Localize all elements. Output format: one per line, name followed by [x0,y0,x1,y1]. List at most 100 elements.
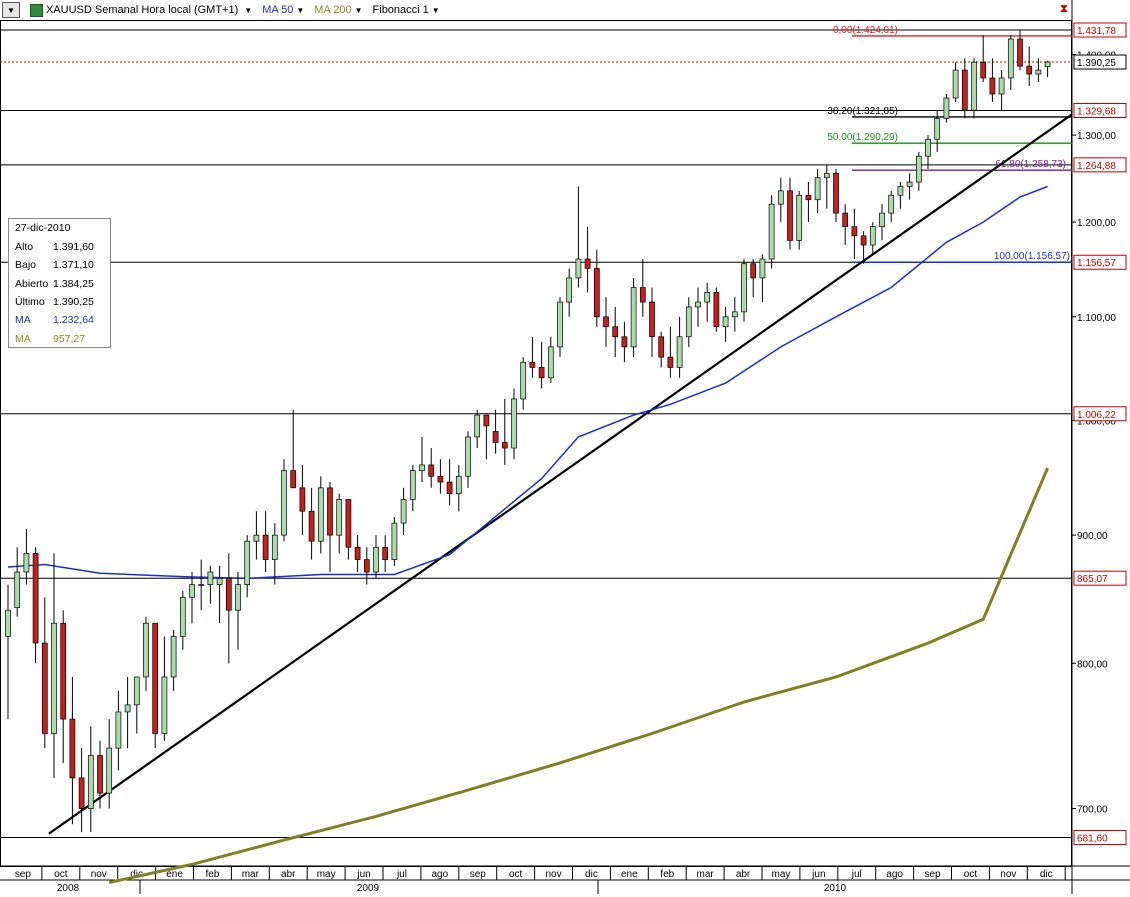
price-tick-label: 1.200,00 [1077,218,1116,229]
candle [667,326,674,378]
month-label: nov [545,869,561,880]
candle-down [501,442,508,449]
candle-up [271,534,278,560]
candle-down [382,546,389,560]
candle-up [952,69,959,99]
indicator-ma50[interactable]: MA 50 ▼ [262,4,304,16]
indicator-ma200[interactable]: MA 200 ▼ [314,4,362,16]
candle [373,535,379,579]
data-window-row: Abierto 1.384,25 [9,275,110,293]
candle-up [731,311,738,318]
candle-up [575,258,582,279]
fibonacci-label: 38,20(1.321,85) [827,106,898,117]
candle [630,277,637,358]
candle-down [1026,65,1033,75]
candle-down [980,61,987,79]
candle-down [428,464,435,477]
price-label-box [1073,254,1127,270]
candle-up [244,540,251,585]
candle-down [327,487,333,536]
candle-down [483,414,490,427]
chevron-down-icon[interactable]: ▼ [2,2,20,18]
month-label: dic [585,869,598,880]
candle [1044,60,1051,78]
price-tick-label: 800,00 [1077,659,1108,670]
candle-up [741,263,747,313]
candle-up [115,711,122,749]
price-tick-label: 1.000,00 [1077,416,1116,427]
month-label: sep [15,869,32,880]
candle [897,182,904,209]
candle [1007,35,1014,90]
candle [474,409,481,449]
data-window-label: Último [15,296,45,309]
candle-down [649,301,655,338]
candle [409,464,416,512]
candle [814,169,821,214]
candle [327,482,333,573]
price-label: 1.156,57 [1077,258,1116,269]
chevron-down-icon[interactable]: ▼ [431,6,440,15]
chevron-down-icon[interactable]: ▼ [354,6,363,15]
data-window-label: MA [15,314,31,327]
data-window-label: Alto [15,241,34,254]
candle-up [823,173,830,179]
indicator-fibonacci[interactable]: Fibonacci 1 ▼ [373,4,440,16]
candle-down [805,194,812,201]
candle-up [879,212,885,228]
month-label: mar [242,869,260,880]
price-label: 1.431,78 [1077,26,1116,37]
candle-down [78,777,85,809]
candle [851,208,858,260]
candle-up [133,676,140,706]
candle-up [336,499,343,536]
symbol-title[interactable]: XAUUSD Semanal Hora local (GMT+1) ▼ [30,3,253,17]
candle [971,58,977,119]
data-window: 27-dic-2010 Alto 1.391,60 Bajo 1.371,10 … [8,218,111,348]
candle [961,58,968,119]
candle-down [612,326,619,338]
candle [244,535,251,598]
fibonacci-label: 61,80(1.258,73) [995,159,1066,170]
month-label: may [771,869,790,880]
candle [115,690,122,771]
candle [41,597,48,749]
candle [768,195,775,269]
month-label: dic [1040,869,1053,880]
candle-down [851,226,858,237]
month-label: jun [356,869,370,880]
candle-down [1017,38,1023,67]
candle-down [41,642,48,734]
candle [189,572,195,624]
candle-down [603,316,609,328]
candle-up [1035,69,1042,75]
candle [649,287,655,358]
year-label: 2010 [824,883,847,894]
candle [805,182,812,223]
candle [354,535,361,573]
candle-up [189,584,195,598]
candle [989,58,996,103]
candle-down [961,69,968,111]
chevron-down-icon[interactable]: ▼ [296,6,305,15]
close-icon[interactable]: ⧗ [1060,3,1068,15]
candle-up [465,436,471,477]
candle-up [888,194,895,214]
price-label: 1.006,22 [1077,410,1116,421]
data-window-row: MA 957,27 [9,329,110,347]
candle [1035,58,1042,82]
data-window-date: 27-dic-2010 [15,222,71,234]
month-label: abr [736,869,751,880]
candle [419,436,425,483]
candle [483,414,490,460]
data-window-row: Bajo 1.371,10 [9,256,110,274]
chevron-down-icon[interactable]: ▼ [244,5,253,15]
candle [823,164,830,209]
candle-up [998,77,1005,95]
candle-down [529,361,536,368]
candle-down [842,212,849,228]
candle [253,511,260,560]
month-label: oct [964,869,978,880]
